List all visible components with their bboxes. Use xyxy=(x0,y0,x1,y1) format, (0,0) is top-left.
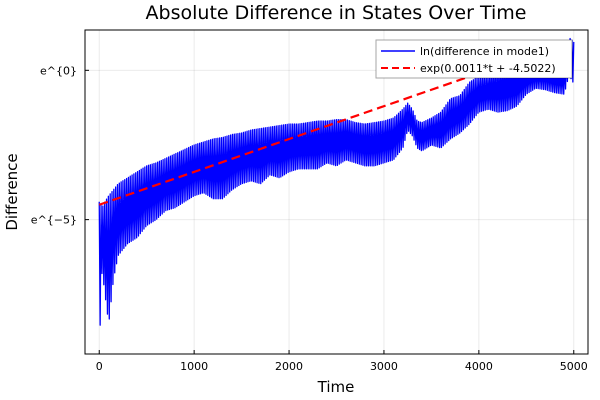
series-line-mode1 xyxy=(98,37,575,326)
x-tick-label: 0 xyxy=(96,360,103,373)
chart-title: Absolute Difference in States Over Time xyxy=(146,2,527,24)
x-tick-label: 5000 xyxy=(560,360,588,373)
legend-label-fit: exp(0.0011*t + -4.5022) xyxy=(420,62,556,75)
x-axis-label: Time xyxy=(317,378,355,396)
legend: ln(difference in mode1) exp(0.0011*t + -… xyxy=(375,39,573,79)
y-tick-label: e^{−5} xyxy=(31,214,77,227)
x-tick-label: 3000 xyxy=(370,360,398,373)
x-tick-label: 2000 xyxy=(275,360,303,373)
plot-frame xyxy=(84,29,589,355)
plot-area xyxy=(98,37,575,326)
axis-ticks: 0 1000 2000 3000 4000 5000 e^{0} e^{−5} xyxy=(31,64,588,373)
x-tick-label: 4000 xyxy=(465,360,493,373)
legend-label-mode1: ln(difference in mode1) xyxy=(420,45,549,58)
x-tick-label: 1000 xyxy=(180,360,208,373)
y-axis-label: Difference xyxy=(3,153,21,230)
y-tick-label: e^{0} xyxy=(40,64,77,77)
legend-box xyxy=(375,39,573,79)
